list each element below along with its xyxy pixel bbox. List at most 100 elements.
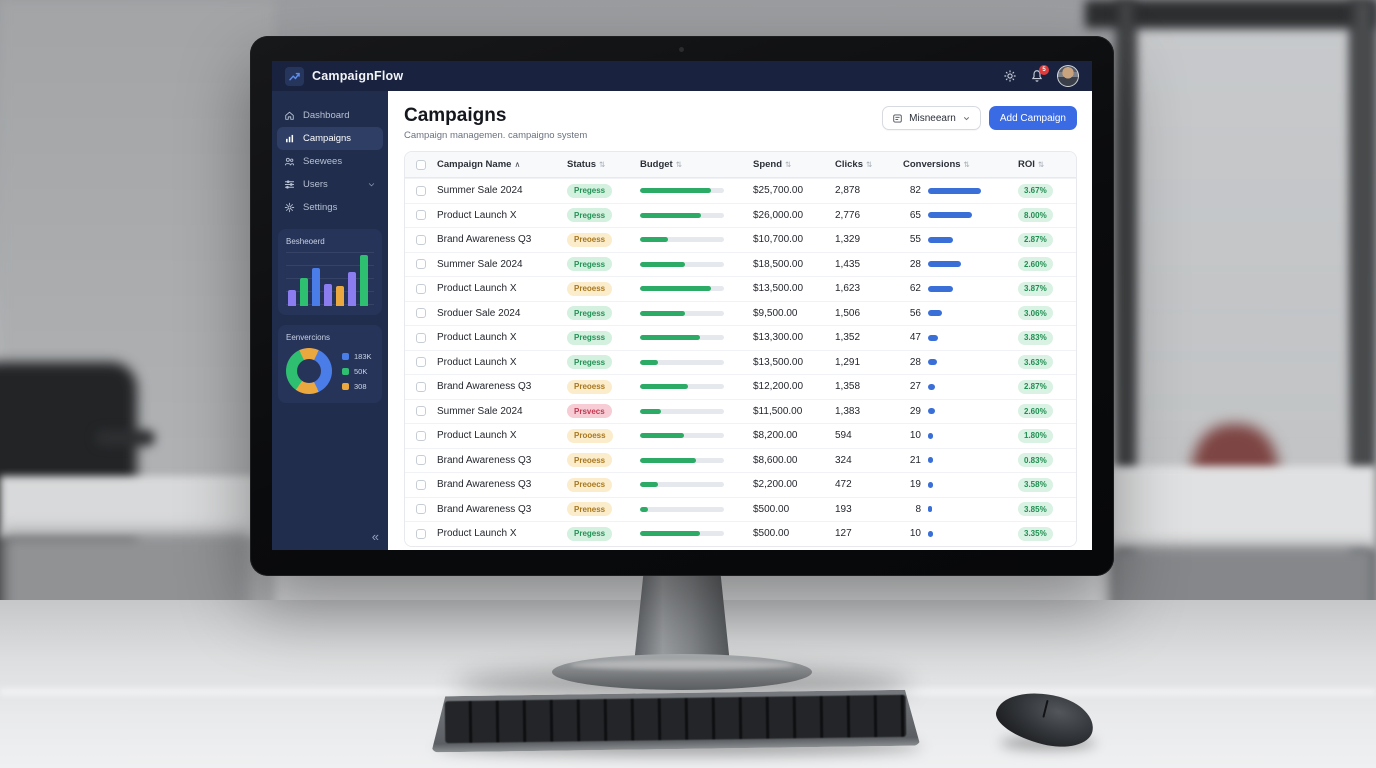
table-row[interactable]: Brand Awareness Q3 Preoecs $2,200.00 472 19 3… <box>405 472 1076 497</box>
sidebar-item-seewees[interactable]: Seewees <box>277 150 383 173</box>
notifications-bell-icon[interactable]: 5 <box>1030 65 1049 83</box>
status-badge: Pregess <box>567 208 613 223</box>
user-avatar[interactable] <box>1057 65 1079 87</box>
table-row[interactable]: Product Launch X Pregess $13,500.00 1,291 28… <box>405 349 1076 374</box>
settings-gear-icon[interactable] <box>1003 69 1017 83</box>
add-campaign-button[interactable]: Add Campaign <box>988 106 1077 130</box>
table-row[interactable]: Product Launch X Pregess $500.00 127 10 3.35% <box>405 521 1076 546</box>
row-checkbox[interactable] <box>416 308 426 319</box>
row-checkbox[interactable] <box>416 332 426 343</box>
mini-bar-chart <box>286 252 374 306</box>
home-icon <box>284 110 296 121</box>
clicks-cell: 1,291 <box>835 356 861 368</box>
table-row[interactable]: Brand Awareness Q3 Preness $500.00 193 8 3.85… <box>405 496 1076 521</box>
conversions-bar <box>928 212 972 219</box>
row-checkbox[interactable] <box>416 357 426 368</box>
conversions-bar <box>928 236 953 243</box>
table-row[interactable]: Brand Awareness Q3 Preoess $12,200.00 1,358… <box>405 374 1076 399</box>
monitor-stand-base <box>552 654 812 690</box>
sort-icon: ⇅ <box>599 160 606 169</box>
select-all-checkbox[interactable] <box>416 159 426 170</box>
conversions-cell: 19 <box>903 479 1018 490</box>
clicks-cell: 1,623 <box>835 283 861 295</box>
campaign-name-cell: Summer Sale 2024 <box>437 185 523 197</box>
filter-dropdown-button[interactable]: Misneearn <box>882 106 981 130</box>
sidebar-bar-chart-card: Besheoerd <box>278 229 382 315</box>
row-checkbox[interactable] <box>416 479 426 490</box>
monitor-stand-highlight <box>570 660 794 670</box>
monitor-bezel: CampaignFlow 5 Dashboard Campaigns Seewees… <box>250 36 1114 576</box>
conversions-cell: 8 <box>903 504 1018 515</box>
legend-item: 50K <box>342 367 372 376</box>
budget-progressbar <box>640 188 724 194</box>
sidebar-item-label: Settings <box>303 202 338 213</box>
mouse-seam <box>1042 699 1049 718</box>
legend-swatch <box>342 382 349 390</box>
table-row[interactable]: Product Launch X Preoess $13,500.00 1,623 62… <box>405 276 1076 301</box>
table-row[interactable]: Summer Sale 2024 Pregess $25,700.00 2,878 82… <box>405 178 1076 203</box>
row-checkbox[interactable] <box>416 406 426 417</box>
spend-cell: $8,200.00 <box>753 430 798 442</box>
clicks-cell: 1,358 <box>835 381 861 393</box>
row-checkbox[interactable] <box>416 430 426 441</box>
clicks-cell: 127 <box>835 528 852 540</box>
sidebar-item-dashboard[interactable]: Dashboard <box>277 104 383 127</box>
chart-icon <box>284 133 296 144</box>
row-checkbox[interactable] <box>416 381 426 392</box>
clicks-cell: 594 <box>835 430 852 442</box>
status-badge: Preoess <box>567 281 613 296</box>
table-row[interactable]: Summer Sale 2024 Pregess $18,500.00 1,435 28… <box>405 251 1076 276</box>
sidebar-collapse-button[interactable]: « <box>371 529 379 544</box>
budget-progress-fill <box>640 482 659 488</box>
conversions-cell: 62 <box>903 283 1018 294</box>
webcam-dot <box>679 47 684 52</box>
row-checkbox[interactable] <box>416 455 426 466</box>
clicks-cell: 2,776 <box>835 209 861 221</box>
table-row[interactable]: Product Launch X Pregsss $13,300.00 1,352 47… <box>405 325 1076 350</box>
column-header-clicks[interactable]: Clicks ⇅ <box>835 159 873 170</box>
conversions-cell: 28 <box>903 357 1018 368</box>
row-checkbox[interactable] <box>416 185 426 196</box>
legend-label: 50K <box>354 366 368 376</box>
row-checkbox[interactable] <box>416 210 426 221</box>
table-row[interactable]: Brand Awareness Q3 Preoess $8,600.00 324 21 0… <box>405 447 1076 472</box>
conversions-cell: 10 <box>903 528 1018 539</box>
table-row[interactable]: Brand Awareness Q3 Preoess $10,700.00 1,329… <box>405 227 1076 252</box>
row-checkbox[interactable] <box>416 283 426 294</box>
conversions-bar <box>928 285 953 292</box>
column-header-campaign-name[interactable]: Campaign Name ∧ <box>437 159 521 170</box>
sidebar-item-settings[interactable]: Settings <box>277 196 383 219</box>
conversions-cell: 10 <box>903 430 1018 441</box>
column-header-roi[interactable]: ROI ⇅ <box>1018 159 1045 170</box>
row-checkbox[interactable] <box>416 259 426 270</box>
clicks-cell: 193 <box>835 503 852 515</box>
sidebar-item-campaigns[interactable]: Campaigns <box>277 127 383 150</box>
filter-icon <box>892 113 903 124</box>
table-row[interactable]: Product Launch X Pregess $26,000.00 2,776 65… <box>405 202 1076 227</box>
roi-badge: 3.83% <box>1018 330 1053 345</box>
budget-progressbar <box>640 457 724 463</box>
status-badge: Pregess <box>567 355 613 370</box>
row-checkbox[interactable] <box>416 528 426 539</box>
table-row[interactable]: Summer Sale 2024 Prsvecs $11,500.00 1,383 29… <box>405 398 1076 423</box>
table-row[interactable]: Product Launch X Prooess $8,200.00 594 10 1.8… <box>405 423 1076 448</box>
conversions-bar <box>928 432 933 439</box>
row-checkbox[interactable] <box>416 234 426 245</box>
column-header-status[interactable]: Status ⇅ <box>567 159 606 170</box>
column-header-budget[interactable]: Budget ⇅ <box>640 159 683 170</box>
column-header-conversions[interactable]: Conversions ⇅ <box>903 159 970 170</box>
sidebar-donut-card: Eenvercions 183K 50K 308 <box>278 325 382 403</box>
app-logo: CampaignFlow <box>285 66 404 86</box>
column-header-spend[interactable]: Spend ⇅ <box>753 159 792 170</box>
row-checkbox[interactable] <box>416 504 426 515</box>
sidebar-item-label: Users <box>303 179 328 190</box>
status-badge: Pregess <box>567 183 613 198</box>
page-title: Campaigns <box>404 105 507 126</box>
table-row[interactable]: Sroduer Sale 2024 Pregess $9,500.00 1,506 56… <box>405 300 1076 325</box>
status-badge: Pregess <box>567 306 613 321</box>
status-badge: Preoess <box>567 453 613 468</box>
sidebar-item-users[interactable]: Users <box>277 173 383 196</box>
status-badge: Prsvecs <box>567 404 612 419</box>
legend-item: 308 <box>342 382 372 391</box>
app-title: CampaignFlow <box>312 69 404 83</box>
